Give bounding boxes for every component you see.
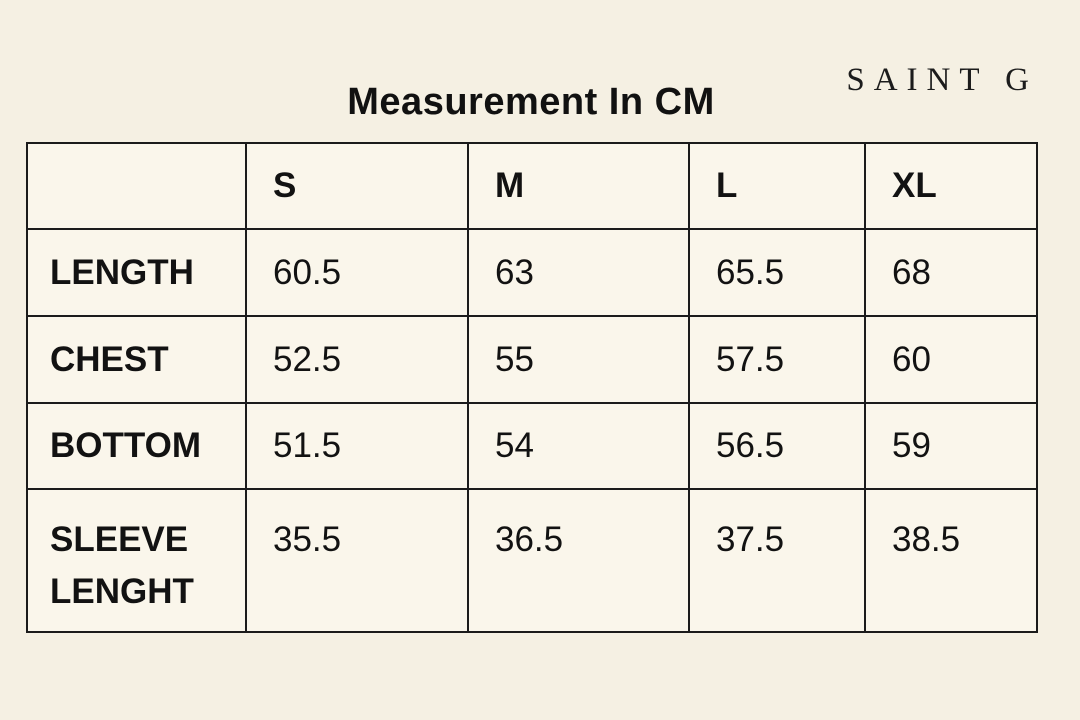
measurement-table: S M L XL LENGTH 60.5 63 65.5 68 CHEST 52… (26, 142, 1038, 633)
value-chest-l: 57.5 (688, 315, 866, 404)
value-sleeve-m: 36.5 (467, 488, 690, 633)
table-row-length: LENGTH 60.5 63 65.5 68 (26, 228, 1038, 317)
table-row-chest: CHEST 52.5 55 57.5 60 (26, 315, 1038, 404)
row-label-length: LENGTH (26, 228, 247, 317)
header-cell-size-s: S (245, 142, 469, 230)
size-header-row: S M L XL (26, 142, 1038, 230)
value-length-l: 65.5 (688, 228, 866, 317)
value-sleeve-s: 35.5 (245, 488, 469, 633)
value-bottom-m: 54 (467, 402, 690, 490)
value-bottom-l: 56.5 (688, 402, 866, 490)
brand-logo: SAINT G (846, 62, 1038, 98)
value-length-m: 63 (467, 228, 690, 317)
header-cell-size-xl: XL (864, 142, 1038, 230)
header-cell-empty (26, 142, 247, 230)
value-bottom-s: 51.5 (245, 402, 469, 490)
value-length-xl: 68 (864, 228, 1038, 317)
value-sleeve-l: 37.5 (688, 488, 866, 633)
value-bottom-xl: 59 (864, 402, 1038, 490)
value-chest-s: 52.5 (245, 315, 469, 404)
header-cell-size-l: L (688, 142, 866, 230)
row-label-sleeve-length: SLEEVE LENGHT (26, 488, 247, 633)
row-label-bottom: BOTTOM (26, 402, 247, 490)
table-row-bottom: BOTTOM 51.5 54 56.5 59 (26, 402, 1038, 490)
header-cell-size-m: M (467, 142, 690, 230)
table-row-sleeve-length: SLEEVE LENGHT 35.5 36.5 37.5 38.5 (26, 488, 1038, 633)
value-chest-xl: 60 (864, 315, 1038, 404)
value-length-s: 60.5 (245, 228, 469, 317)
value-sleeve-xl: 38.5 (864, 488, 1038, 633)
row-label-chest: CHEST (26, 315, 247, 404)
value-chest-m: 55 (467, 315, 690, 404)
page-title: Measurement In CM (347, 81, 715, 123)
